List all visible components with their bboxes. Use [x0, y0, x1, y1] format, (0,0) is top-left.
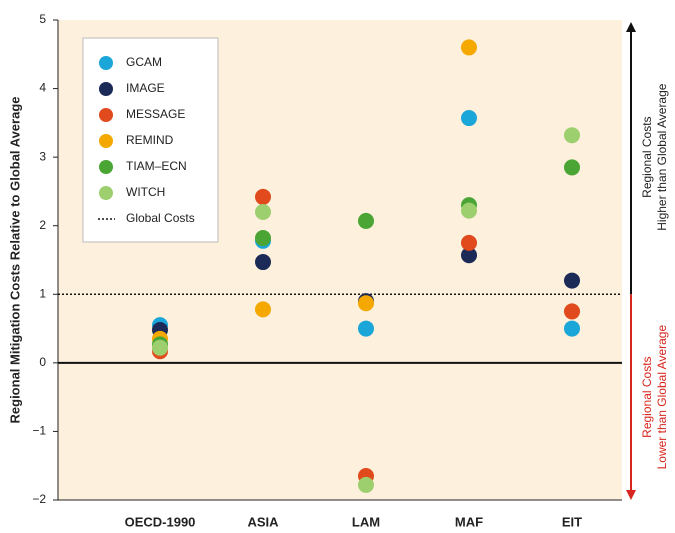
data-point — [461, 110, 477, 127]
data-point — [461, 234, 477, 251]
data-point — [358, 212, 374, 229]
y-tick-label: 1 — [39, 286, 46, 300]
y-tick-label: −1 — [32, 424, 46, 438]
data-point — [564, 127, 580, 144]
lower-annotation: Lower than Global Average — [655, 325, 669, 470]
x-tick-label: ASIA — [247, 514, 279, 529]
data-point — [255, 254, 271, 271]
data-point — [255, 204, 271, 220]
data-point — [461, 202, 477, 219]
x-tick-label: EIT — [562, 514, 582, 529]
legend-label: IMAGE — [126, 81, 165, 95]
y-tick-label: 5 — [39, 12, 46, 26]
legend-label: WITCH — [126, 185, 165, 199]
legend-label: GCAM — [126, 55, 162, 69]
upper-arrowhead — [626, 22, 636, 32]
legend-marker — [99, 56, 113, 70]
legend-label: TIAM–ECN — [126, 159, 187, 173]
x-tick-label: OECD-1990 — [125, 514, 196, 529]
data-point — [255, 301, 271, 318]
x-tick-label: MAF — [455, 514, 483, 529]
data-point — [564, 159, 580, 176]
data-point — [358, 476, 374, 493]
y-tick-label: 0 — [39, 355, 46, 369]
data-point — [564, 272, 580, 289]
legend-label: REMIND — [126, 133, 174, 147]
y-tick-label: 2 — [39, 218, 46, 232]
data-point — [564, 320, 580, 337]
upper-annotation: Regional Costs — [640, 116, 654, 197]
y-tick-label: −2 — [32, 492, 46, 506]
data-point — [255, 230, 271, 247]
lower-arrowhead — [626, 490, 636, 500]
y-tick-label: 4 — [39, 81, 46, 95]
x-tick-label: LAM — [352, 514, 380, 529]
data-point — [358, 295, 374, 312]
data-point — [152, 339, 168, 356]
data-point — [255, 188, 271, 205]
data-point — [461, 39, 477, 56]
legend-marker — [99, 186, 113, 200]
data-point — [358, 320, 374, 337]
lower-annotation: Regional Costs — [640, 356, 654, 437]
legend-marker — [99, 160, 113, 174]
data-point — [564, 303, 580, 320]
legend-marker — [99, 134, 113, 148]
legend-label: Global Costs — [126, 211, 195, 225]
upper-annotation: Higher than Global Average — [655, 83, 669, 231]
legend-marker — [99, 82, 113, 96]
data-point — [461, 247, 477, 264]
legend-marker — [99, 108, 113, 122]
y-axis-label: Regional Mitigation Costs Relative to Gl… — [7, 97, 22, 424]
y-tick-label: 3 — [39, 149, 46, 163]
legend-label: MESSAGE — [126, 107, 185, 121]
